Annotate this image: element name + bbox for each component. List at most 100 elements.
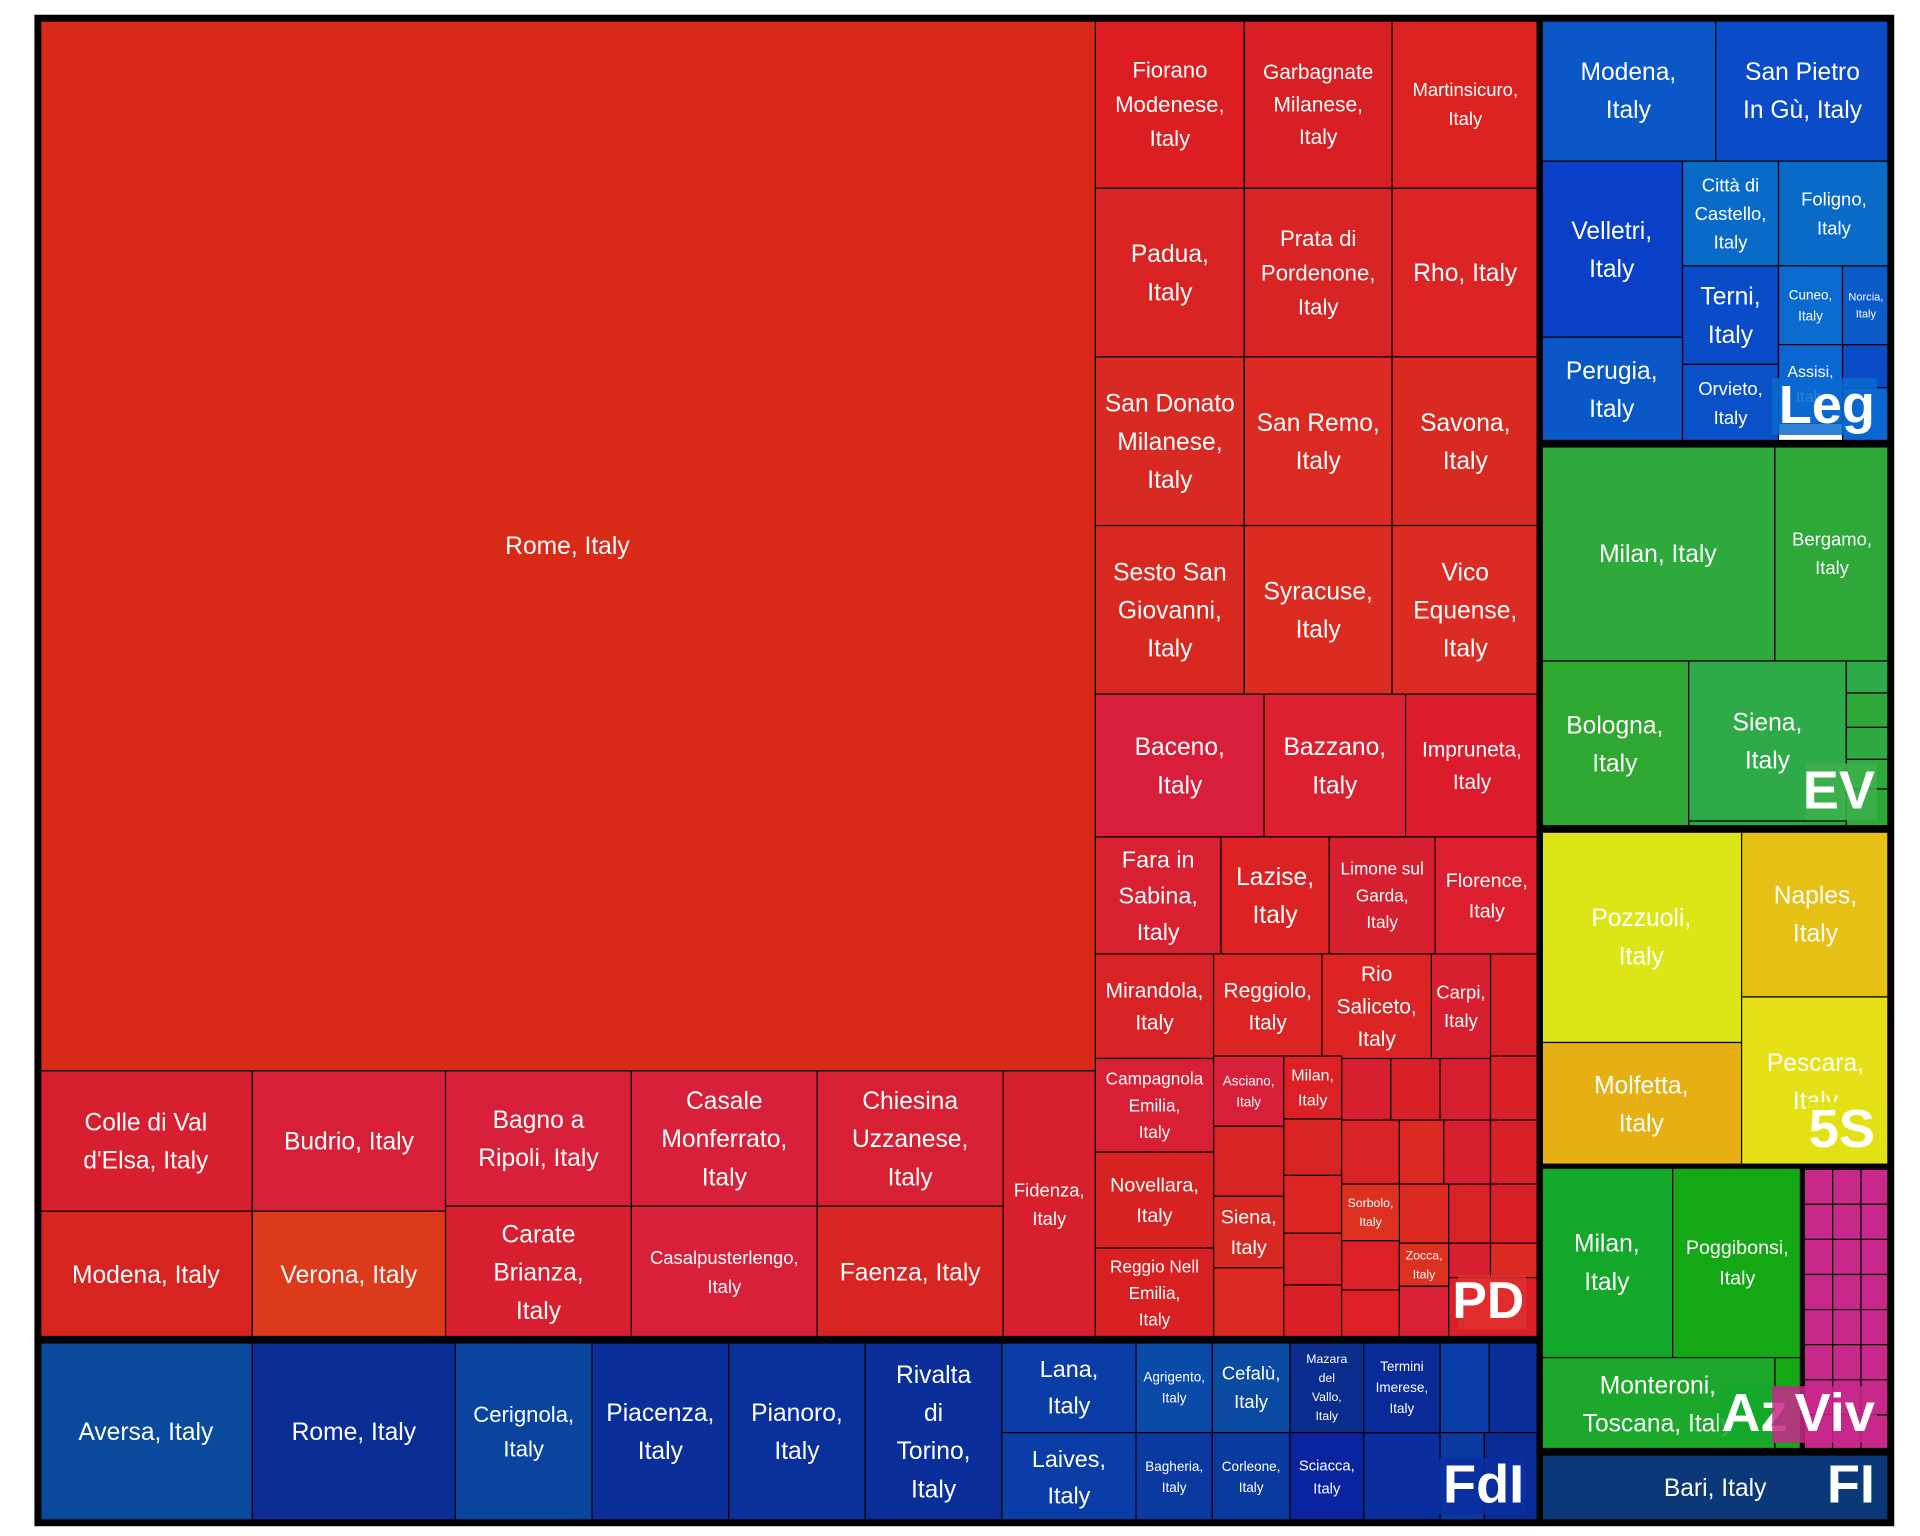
treemap-cell xyxy=(816,1070,1004,1207)
treemap-cell xyxy=(1094,187,1245,358)
viv-cell xyxy=(1832,1203,1862,1241)
treemap-cell xyxy=(1220,836,1330,955)
treemap-small-cell xyxy=(1845,726,1890,761)
viv-cell xyxy=(1832,1168,1862,1205)
treemap-cell xyxy=(1094,1151,1215,1249)
treemap-cell xyxy=(1094,1057,1215,1153)
viv-cell xyxy=(1803,1203,1834,1241)
treemap-cell xyxy=(1243,356,1393,527)
treemap-cell xyxy=(1135,1340,1213,1434)
viv-cell xyxy=(1803,1308,1834,1346)
treemap-small-cell xyxy=(1390,1055,1441,1121)
treemap-cell xyxy=(1212,1195,1285,1269)
treemap-small-cell xyxy=(1340,1119,1401,1185)
treemap-cell xyxy=(1002,1070,1097,1339)
treemap-small-cell xyxy=(1439,1340,1490,1434)
viv-cell xyxy=(1832,1344,1862,1381)
treemap-cell xyxy=(1391,187,1540,358)
treemap-small-cell xyxy=(1283,1232,1343,1286)
treemap-cell xyxy=(1094,1247,1215,1339)
treemap-cell xyxy=(1094,356,1245,527)
treemap-cell xyxy=(1540,336,1684,443)
viv-cell xyxy=(1860,1273,1890,1311)
treemap-cell xyxy=(1001,1340,1137,1434)
treemap-small-cell xyxy=(1488,1340,1540,1434)
treemap-cell xyxy=(38,1070,253,1212)
treemap-cell xyxy=(444,1205,633,1339)
treemap-cell xyxy=(1540,1041,1743,1167)
treemap-cell xyxy=(1391,524,1540,695)
treemap-cell xyxy=(1212,1055,1285,1127)
viv-cell xyxy=(1803,1273,1834,1311)
treemap-cell xyxy=(1212,953,1323,1060)
treemap-cell xyxy=(38,19,1097,1072)
treemap-small-cell xyxy=(1489,953,1540,1060)
treemap-small-cell xyxy=(1398,1285,1450,1339)
treemap-cell xyxy=(1135,1432,1213,1522)
treemap-cell xyxy=(1283,1055,1343,1120)
viv-cell xyxy=(1803,1238,1834,1276)
group-label-background xyxy=(1805,1457,1877,1515)
treemap-cell xyxy=(1540,160,1684,338)
treemap-small-cell xyxy=(1439,1055,1492,1121)
treemap-cell xyxy=(1404,693,1540,838)
treemap-cell xyxy=(630,1205,818,1339)
viv-cell xyxy=(1860,1168,1890,1205)
treemap-cell xyxy=(1094,953,1215,1060)
chart-frame xyxy=(34,14,1895,1527)
viv-cell xyxy=(1860,1238,1890,1276)
treemap-small-cell xyxy=(1283,1284,1343,1339)
treemap-cell xyxy=(1681,160,1780,267)
viv-cell xyxy=(1832,1238,1862,1276)
treemap-small-cell xyxy=(1489,1183,1540,1244)
treemap-cell xyxy=(38,1340,253,1522)
treemap-small-cell xyxy=(1443,1119,1492,1185)
treemap-cell xyxy=(1243,524,1393,695)
treemap-cell xyxy=(1243,187,1393,358)
treemap-cell xyxy=(1540,444,1776,662)
treemap-cell xyxy=(1094,693,1265,838)
group-label-background xyxy=(1772,1386,1877,1443)
treemap-cell xyxy=(1540,1166,1674,1359)
viv-cell xyxy=(1860,1344,1890,1381)
treemap-cell xyxy=(251,1340,456,1522)
treemap-cell xyxy=(1740,830,1890,998)
treemap-cell xyxy=(454,1340,593,1522)
treemap-cell xyxy=(1094,836,1222,955)
treemap-cell xyxy=(1681,265,1780,365)
treemap-cell xyxy=(1540,830,1743,1044)
treemap-cell xyxy=(1434,836,1540,955)
treemap-small-cell xyxy=(1340,1055,1392,1121)
treemap-cell xyxy=(1328,836,1436,955)
treemap-small-cell xyxy=(1212,1125,1285,1197)
treemap-cell xyxy=(1540,19,1717,162)
treemap-small-cell xyxy=(1845,660,1890,694)
treemap-cell xyxy=(1094,524,1245,695)
treemap-cell xyxy=(816,1205,1004,1339)
treemap-cell xyxy=(1841,265,1890,346)
treemap-cell xyxy=(1391,356,1540,527)
treemap-cell xyxy=(1094,19,1245,189)
treemap-cell xyxy=(1263,693,1407,838)
treemap-cell xyxy=(444,1070,633,1207)
treemap-small-cell xyxy=(1283,1118,1343,1177)
treemap-cell xyxy=(1391,19,1540,189)
treemap-cell xyxy=(1001,1432,1137,1522)
treemap-small-cell xyxy=(1340,1289,1401,1339)
treemap-cell xyxy=(1243,19,1393,189)
treemap-small-cell xyxy=(1448,1183,1492,1244)
treemap-cell xyxy=(1777,160,1890,267)
treemap-small-cell xyxy=(1340,1240,1401,1291)
treemap-small-cell xyxy=(1489,1242,1540,1279)
treemap-cell xyxy=(1321,953,1433,1060)
treemap-cell xyxy=(1398,1242,1450,1287)
treemap-small-cell xyxy=(1283,1174,1343,1234)
treemap-small-cell xyxy=(1398,1183,1450,1244)
treemap-small-cell xyxy=(1489,1119,1540,1185)
treemap-small-cell xyxy=(1448,1242,1492,1279)
group-label-background xyxy=(1458,1275,1527,1330)
viv-cell xyxy=(1860,1308,1890,1346)
treemap-small-cell xyxy=(1212,1267,1285,1339)
treemap-cell xyxy=(1211,1340,1291,1434)
